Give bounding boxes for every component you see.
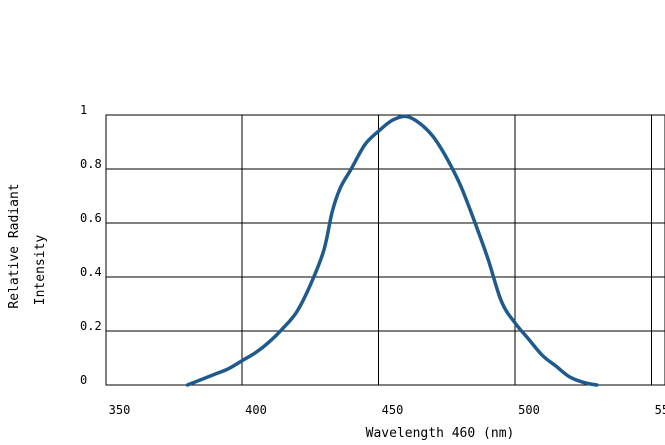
x-tick-label-2: 450 — [382, 403, 404, 417]
x-tick-label-1: 400 — [245, 403, 267, 417]
series-layer — [185, 114, 599, 387]
series-line-0 — [185, 114, 599, 387]
x-tick-label-0: 350 — [109, 403, 131, 417]
y-tick-label-2: 0.4 — [80, 265, 102, 279]
grid-layer — [106, 115, 665, 385]
y-tick-label-4: 0.8 — [80, 157, 102, 171]
y-tick-label-0: 0 — [80, 373, 87, 387]
y-tick-labels: 0 0.2 0.4 0.6 0.8 1 — [80, 103, 102, 387]
x-tick-label-3: 500 — [518, 403, 540, 417]
y-tick-label-3: 0.6 — [80, 211, 102, 225]
x-axis-title: Wavelength 460 (nm) — [366, 426, 515, 441]
y-axis-title-line-1: Relative Radiant — [7, 183, 22, 308]
plot-frame — [105, 114, 665, 386]
x-tick-label-4: 550 — [655, 403, 665, 417]
x-tick-labels: 350 400 450 500 550 — [109, 403, 665, 417]
y-tick-label-1: 0.2 — [80, 319, 102, 333]
y-tick-label-5: 1 — [80, 103, 87, 117]
y-axis-title-line-2: Intensity — [33, 235, 48, 306]
